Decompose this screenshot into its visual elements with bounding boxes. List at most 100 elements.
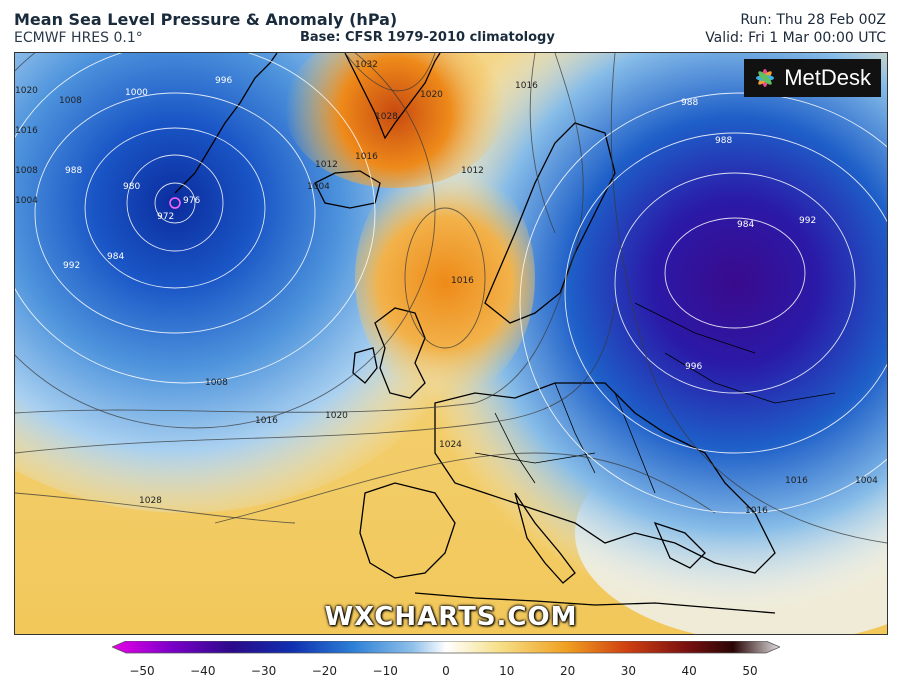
isobar-label: 988 (681, 98, 698, 108)
colorbar-tick-label: −20 (312, 664, 337, 678)
isobar-1000 (15, 53, 376, 384)
isobar-996-e (519, 92, 887, 514)
isobar-996 (34, 92, 316, 334)
isobar-1016-ns (404, 207, 486, 349)
isobar-labels: 1032 1028 1020 1008 1004 1012 1016 1016 … (15, 60, 878, 516)
colorbar-tick-label: 30 (621, 664, 636, 678)
italy-coast (514, 492, 576, 584)
high-pressure-north-sea (355, 158, 535, 398)
logo-text: MetDesk (784, 65, 871, 90)
border-line (494, 412, 536, 484)
isobar-992-e (564, 132, 887, 454)
colorbar-tick-label: 50 (742, 664, 757, 678)
valid-time: Valid: Fri 1 Mar 00:00 UTC (705, 30, 886, 46)
isobar-label: 996 (685, 362, 702, 372)
colorbar-ramp (112, 641, 780, 654)
isobar-1024 (214, 452, 716, 524)
isobar-1004-e (610, 53, 887, 544)
low-pressure-russia (405, 53, 887, 623)
colorbar-tick-label: 20 (560, 664, 575, 678)
border-line (474, 452, 596, 464)
colorbar-tick-label: −30 (251, 664, 276, 678)
isobar-label: 1020 (325, 411, 348, 421)
isobar-label: 1008 (15, 166, 38, 176)
colorbar-tick-label: 0 (442, 664, 450, 678)
isobar-984-e (664, 217, 806, 329)
central-europe-coast (434, 382, 776, 574)
isobar-label: 1028 (375, 112, 398, 122)
isobar-label: 1028 (139, 496, 162, 506)
isobar-label: 1012 (461, 166, 484, 176)
isobar-label: 988 (65, 166, 82, 176)
scandinavia-coast (484, 122, 616, 324)
country-borders (474, 302, 836, 494)
metdesk-logo[interactable]: MetDesk (744, 59, 881, 97)
isobar-label: 1016 (15, 126, 38, 136)
isobar-label: 1016 (451, 276, 474, 286)
isobar-1020 (15, 302, 616, 454)
iceland-coast (314, 170, 381, 209)
isobar-label: 1016 (745, 506, 768, 516)
isobar-1008 (15, 53, 436, 429)
isobar-label: 1020 (15, 86, 38, 96)
colorbar-ticks: −50 −40 −30 −20 −10 0 10 20 30 40 50 (129, 664, 757, 678)
isobar-label: 1004 (855, 476, 878, 486)
colorbar-tick-label: 40 (682, 664, 697, 678)
colorbar-tick-label: −40 (190, 664, 215, 678)
map-canvas: 1032 1028 1020 1008 1004 1012 1016 1016 … (15, 53, 887, 634)
chart-title: Mean Sea Level Pressure & Anomaly (hPa) (14, 10, 398, 29)
coastlines (174, 53, 776, 614)
isobar-label: 976 (183, 196, 200, 206)
isobar-1028 (15, 492, 296, 524)
north-africa-coast (414, 592, 776, 614)
isobar-label: 992 (799, 216, 816, 226)
isobar-980 (126, 154, 224, 252)
model-subtitle: ECMWF HRES 0.1° (14, 30, 143, 46)
run-time: Run: Thu 28 Feb 00Z (740, 12, 886, 28)
isobar-label: 988 (715, 136, 732, 146)
isobar-label: 992 (63, 261, 80, 271)
colorbar-tick-label: −50 (129, 664, 154, 678)
ireland-coast (352, 347, 378, 384)
wxcharts-watermark: WXCHARTS.COM (324, 602, 578, 632)
isobar-label: 1000 (125, 88, 148, 98)
isobar-label: 1016 (785, 476, 808, 486)
isobar-label: 1008 (59, 96, 82, 106)
isobar-988-e (614, 172, 856, 394)
isobar-label: 1032 (355, 60, 378, 70)
isobar-1016 (15, 53, 584, 414)
isobar-label: 972 (157, 212, 174, 222)
isobar-1008-e (529, 53, 556, 234)
isobar-1032 (344, 53, 436, 92)
svalbard-coast (344, 53, 441, 140)
isobar-label: 996 (215, 76, 232, 86)
isobar-label: 984 (107, 252, 124, 262)
isobar-988 (84, 127, 266, 289)
isobar-label: 1024 (439, 440, 462, 450)
isobar-label: 1004 (15, 196, 38, 206)
isobar-label: 1020 (420, 90, 443, 100)
colorbar-tick-label: −10 (373, 664, 398, 678)
climatology-base: Base: CFSR 1979-2010 climatology (300, 30, 555, 45)
isobar-972 (154, 182, 196, 224)
greece-coast (653, 521, 706, 569)
isobar-label: 1012 (315, 160, 338, 170)
iberia-coast (359, 482, 456, 579)
isobar-label: 1016 (515, 81, 538, 91)
border-line (614, 392, 656, 494)
isobar-label: 1004 (307, 182, 330, 192)
pressure-anomaly-map: 1032 1028 1020 1008 1004 1012 1016 1016 … (14, 52, 888, 635)
isobar-label: 980 (123, 182, 140, 192)
low-center-marker (169, 197, 181, 209)
metdesk-flower-icon (756, 69, 775, 87)
colorbar-tick-label: 10 (499, 664, 514, 678)
isobar-label: 1016 (355, 152, 378, 162)
isobar-label: 1016 (255, 416, 278, 426)
anomaly-colorbar: −50 −40 −30 −20 −10 0 10 20 30 40 50 (112, 641, 780, 678)
isobar-lines (15, 53, 887, 544)
high-pressure-iceland (285, 53, 505, 188)
isobar-label: 1008 (205, 378, 228, 388)
border-line (634, 302, 756, 354)
isobar-label: 984 (737, 220, 754, 230)
greenland-east-coast (174, 53, 278, 194)
